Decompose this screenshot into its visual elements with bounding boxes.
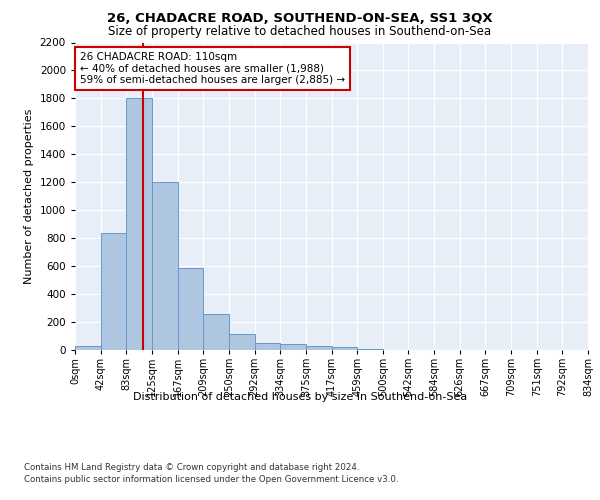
Bar: [178, 268, 203, 350]
Text: 26, CHADACRE ROAD, SOUTHEND-ON-SEA, SS1 3QX: 26, CHADACRE ROAD, SOUTHEND-ON-SEA, SS1 …: [107, 12, 493, 26]
Text: Contains HM Land Registry data © Crown copyright and database right 2024.: Contains HM Land Registry data © Crown c…: [24, 462, 359, 471]
Bar: [229, 334, 254, 350]
Text: Contains public sector information licensed under the Open Government Licence v3: Contains public sector information licen…: [24, 475, 398, 484]
Bar: [75, 346, 101, 350]
Bar: [254, 343, 280, 350]
Text: Distribution of detached houses by size in Southend-on-Sea: Distribution of detached houses by size …: [133, 392, 467, 402]
Bar: [331, 348, 357, 350]
Bar: [203, 314, 229, 350]
Text: Size of property relative to detached houses in Southend-on-Sea: Size of property relative to detached ho…: [109, 25, 491, 38]
Text: 26 CHADACRE ROAD: 110sqm
← 40% of detached houses are smaller (1,988)
59% of sem: 26 CHADACRE ROAD: 110sqm ← 40% of detach…: [80, 52, 345, 85]
Bar: [152, 182, 178, 350]
Y-axis label: Number of detached properties: Number of detached properties: [24, 108, 34, 284]
Bar: [306, 346, 331, 350]
Bar: [101, 232, 127, 350]
Bar: [127, 98, 152, 350]
Bar: [280, 344, 306, 350]
